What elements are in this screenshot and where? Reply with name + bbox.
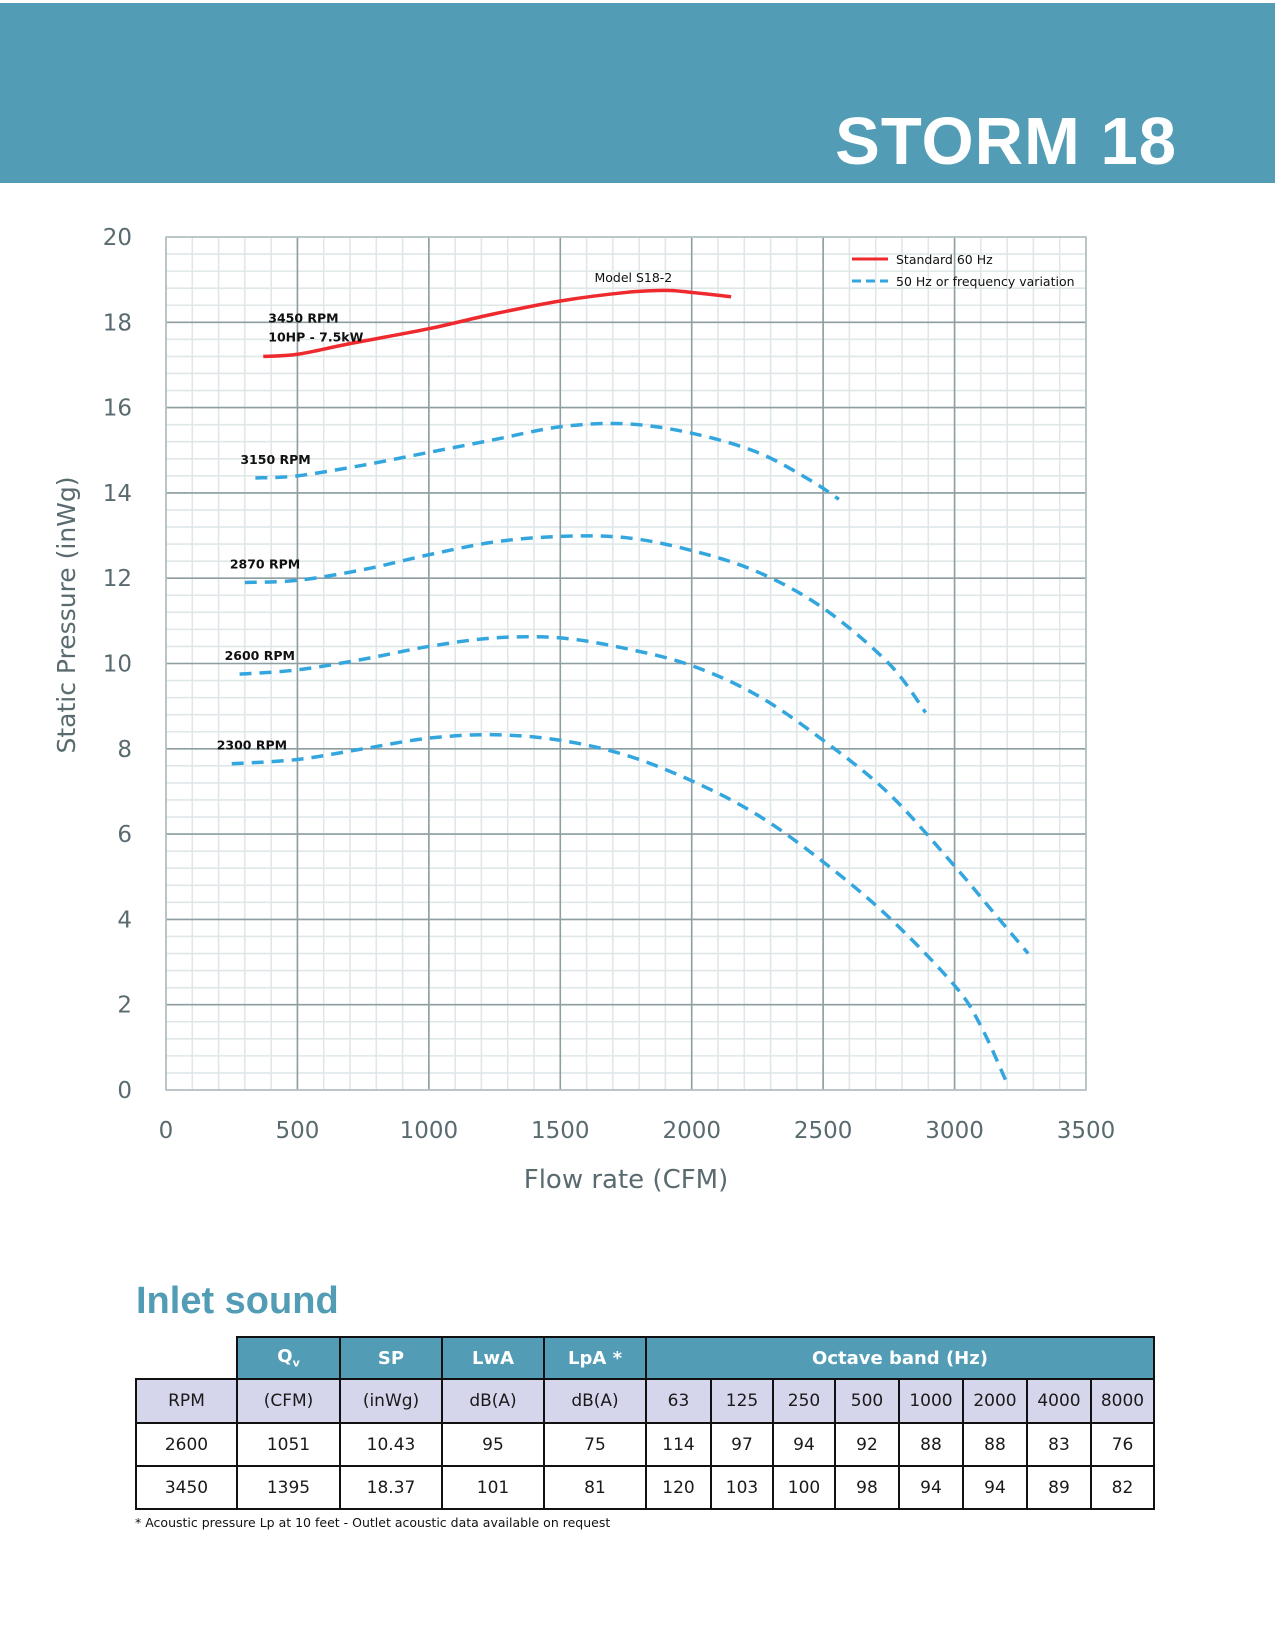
- table-cell: 10.43: [339, 1422, 443, 1467]
- units-cell: 2000: [962, 1378, 1028, 1424]
- x-tick-label: 500: [275, 1118, 319, 1144]
- footnote: * Acoustic pressure Lp at 10 feet - Outl…: [135, 1515, 611, 1530]
- table-cell: 94: [898, 1465, 964, 1510]
- table-cell: 82: [1090, 1465, 1155, 1510]
- x-tick-label: 2500: [794, 1118, 853, 1144]
- curve-2300-rpm: [231, 732, 1009, 1085]
- units-cell: 125: [710, 1378, 774, 1424]
- fan-curve-chart: 0 2 4 6 8 10 12 14 16 18 20 0 500 1000 1500 2000 2500 30…: [52, 225, 1116, 1195]
- table-header-row: Qv SP LwA LpA * Octave band (Hz): [136, 1336, 1155, 1380]
- curve-2870-rpm: [244, 534, 928, 714]
- y-tick-label: 2: [117, 993, 132, 1019]
- x-tick-label: 3500: [1057, 1118, 1116, 1144]
- legend-label: 50 Hz or frequency variation: [896, 274, 1075, 289]
- y-tick-label: 16: [103, 396, 132, 422]
- units-cell: 500: [834, 1378, 900, 1424]
- x-tick-label: 2000: [662, 1118, 721, 1144]
- curve-labels: 3450 RPM 10HP - 7.5kW 3150 RPM 2870 RPM 2600…: [217, 270, 673, 753]
- table-cell: 92: [834, 1422, 900, 1467]
- units-cell: 250: [772, 1378, 836, 1424]
- table-row: 3450 1395 18.37 101 81 120 103 100 98 94 94 89 82: [135, 1465, 1155, 1510]
- product-title: STORM 18: [835, 104, 1177, 179]
- units-cell: RPM: [135, 1378, 238, 1424]
- table-cell: 95: [441, 1422, 545, 1467]
- units-cell: 63: [645, 1378, 712, 1424]
- y-tick-label: 14: [103, 481, 132, 507]
- y-tick-label: 0: [117, 1078, 132, 1104]
- units-cell: dB(A): [543, 1378, 647, 1424]
- table-cell: 88: [898, 1422, 964, 1467]
- header-sp: SP: [339, 1336, 443, 1380]
- table-cell: 100: [772, 1465, 836, 1510]
- table-cell: 114: [645, 1422, 712, 1467]
- x-tick-label: 3000: [925, 1118, 984, 1144]
- header-octave-band: Octave band (Hz): [645, 1336, 1155, 1380]
- table-cell: 89: [1026, 1465, 1092, 1510]
- table-cell: 94: [772, 1422, 836, 1467]
- y-tick-label: 20: [103, 225, 132, 251]
- header-blank-cell: [136, 1337, 237, 1379]
- curves: [231, 288, 1030, 1085]
- curve-3450-rpm: [263, 288, 732, 359]
- curve-label: 2300 RPM: [217, 738, 287, 753]
- curve-label: 3450 RPM: [268, 310, 338, 325]
- inlet-sound-table: Qv SP LwA LpA * Octave band (Hz) RPM (CFM…: [135, 1336, 1155, 1510]
- legend-label: Standard 60 Hz: [896, 252, 993, 267]
- major-gridlines: [165, 236, 1087, 1091]
- x-tick-labels: 0 500 1000 1500 2000 2500 3000 3500: [159, 1118, 1116, 1144]
- x-tick-label: 1000: [400, 1118, 459, 1144]
- header-lwa: LwA: [441, 1336, 545, 1380]
- y-tick-label: 12: [103, 566, 132, 592]
- y-tick-label: 10: [103, 652, 132, 678]
- model-annotation: Model S18-2: [594, 270, 672, 285]
- table-cell: 75: [543, 1422, 647, 1467]
- table-cell: 88: [962, 1422, 1028, 1467]
- table-cell: 3450: [135, 1465, 238, 1510]
- table-cell: 120: [645, 1465, 712, 1510]
- header-qv: Qv: [236, 1336, 341, 1380]
- units-cell: (inWg): [339, 1378, 443, 1424]
- table-cell: 97: [710, 1422, 774, 1467]
- units-cell: 1000: [898, 1378, 964, 1424]
- inlet-sound-title: Inlet sound: [136, 1280, 339, 1322]
- table-cell: 81: [543, 1465, 647, 1510]
- x-tick-label: 0: [159, 1118, 174, 1144]
- table-cell: 76: [1090, 1422, 1155, 1467]
- x-tick-label: 1500: [531, 1118, 590, 1144]
- y-tick-label: 4: [117, 907, 132, 933]
- table-cell: 83: [1026, 1422, 1092, 1467]
- y-tick-label: 18: [103, 310, 132, 336]
- table-cell: 103: [710, 1465, 774, 1510]
- table-cell: 1395: [236, 1465, 341, 1510]
- curve-label: 2600 RPM: [225, 648, 295, 663]
- units-cell: dB(A): [441, 1378, 545, 1424]
- header-lpa: LpA *: [543, 1336, 647, 1380]
- y-tick-label: 6: [117, 822, 132, 848]
- table-row: 2600 1051 10.43 95 75 114 97 94 92 88 88 83 76: [135, 1422, 1155, 1467]
- curve-sublabel: 10HP - 7.5kW: [268, 329, 363, 344]
- table-units-row: RPM (CFM) (inWg) dB(A) dB(A) 63 125 250 500 1000 2…: [135, 1378, 1155, 1424]
- table-cell: 101: [441, 1465, 545, 1510]
- y-tick-label: 8: [117, 737, 132, 763]
- plot-frame: [165, 236, 1087, 1091]
- x-axis-title: Flow rate (CFM): [524, 1165, 729, 1195]
- y-axis-title: Static Pressure (inWg): [52, 476, 81, 753]
- curve-2600-rpm: [239, 634, 1030, 955]
- curve-label: 2870 RPM: [230, 556, 300, 571]
- y-tick-labels: 0 2 4 6 8 10 12 14 16 18 20: [103, 225, 132, 1104]
- curve-label: 3150 RPM: [240, 452, 310, 467]
- units-cell: (CFM): [236, 1378, 341, 1424]
- curve-3150-rpm: [255, 421, 840, 501]
- table-cell: 1051: [236, 1422, 341, 1467]
- header-banner: [0, 3, 1275, 183]
- table-cell: 94: [962, 1465, 1028, 1510]
- units-cell: 4000: [1026, 1378, 1092, 1424]
- table-cell: 18.37: [339, 1465, 443, 1510]
- table-cell: 2600: [135, 1422, 238, 1467]
- legend: Standard 60 Hz 50 Hz or frequency variati…: [852, 252, 1075, 289]
- units-cell: 8000: [1090, 1378, 1155, 1424]
- table-cell: 98: [834, 1465, 900, 1510]
